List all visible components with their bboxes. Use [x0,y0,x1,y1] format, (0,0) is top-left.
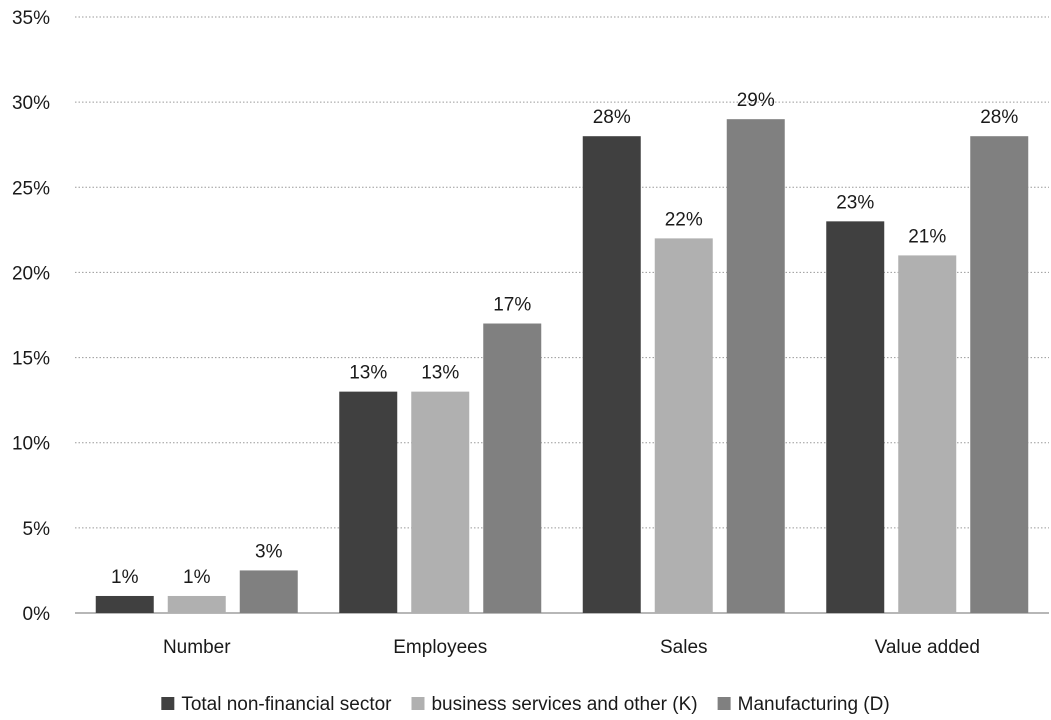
data-label: 23% [836,192,874,213]
data-label: 1% [183,567,211,588]
legend-swatch [161,697,175,710]
bar [339,391,398,613]
legend: Total non-financial sector business servi… [161,694,890,715]
x-axis-categories: Number Employees Sales Value added [163,637,980,658]
y-tick-label: 10% [12,434,50,455]
y-tick-label: 25% [12,178,50,199]
y-tick-label: 5% [23,519,51,540]
bar [582,136,641,613]
x-category-label: Value added [875,637,980,658]
data-label: 13% [349,363,387,384]
legend-item: business services and other (K) [411,694,698,715]
data-label: 22% [665,209,703,230]
data-label: 3% [255,541,283,562]
data-label: 13% [421,363,459,384]
data-labels: 1% 1% 3% 13% 13% 17% 28% 22% 29% 23% 21% 28% [111,90,1018,588]
bar [239,570,298,613]
data-label: 21% [908,226,946,247]
bar [826,221,885,614]
legend-swatch [717,697,731,710]
legend-label: Manufacturing (D) [738,694,890,715]
x-category-label: Number [163,637,231,658]
y-axis-ticks: 0% 5% 10% 15% 20% 25% 30% 35% [12,8,50,625]
y-tick-label: 15% [12,349,50,370]
legend-label: Total non-financial sector [181,694,392,715]
y-tick-label: 30% [12,93,50,114]
data-label: 17% [493,295,531,316]
y-tick-label: 35% [12,8,50,29]
legend-swatch [411,697,425,710]
gridlines [75,16,1049,614]
data-label: 28% [980,107,1018,128]
bar [411,391,470,613]
legend-item: Total non-financial sector [161,694,392,715]
x-category-label: Employees [393,637,487,658]
y-tick-label: 0% [23,604,51,625]
bar [898,255,957,613]
bar [654,238,713,613]
bar [95,595,154,613]
bar [483,323,542,613]
bar [970,136,1029,613]
data-label: 28% [593,107,631,128]
x-category-label: Sales [660,637,708,658]
data-label: 29% [737,90,775,111]
y-tick-label: 20% [12,263,50,284]
bar [726,119,785,614]
bar [167,595,226,613]
bars [95,119,1029,614]
legend-label: business services and other (K) [431,694,697,715]
legend-item: Manufacturing (D) [717,694,890,715]
data-label: 1% [111,567,139,588]
